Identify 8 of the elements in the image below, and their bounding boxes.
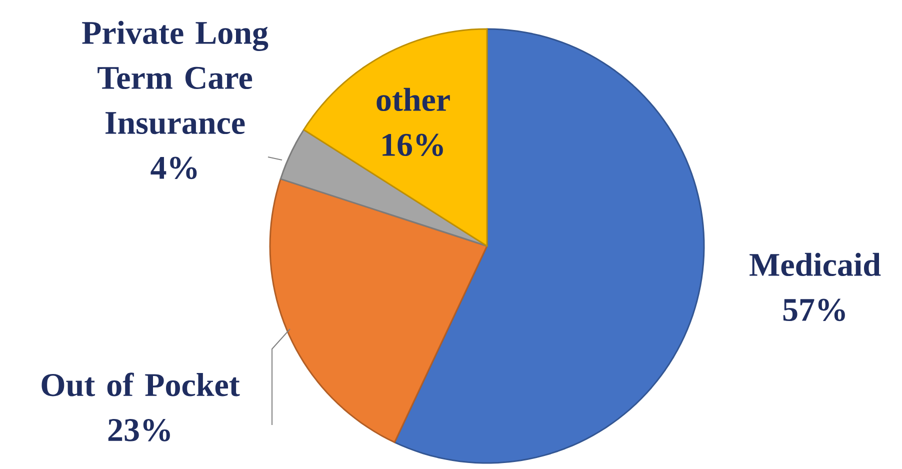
slice-label: Out of Pocket [42,372,240,396]
data-label: 57% [783,298,845,322]
slice-label: Medicaid [750,252,881,276]
slice-label: Private Long Term Care Insurance [82,20,268,134]
data-label: 16% [382,134,443,156]
slice-label: other [376,88,450,112]
data-label: 23% [108,418,170,442]
data-label: 4% [150,156,197,180]
